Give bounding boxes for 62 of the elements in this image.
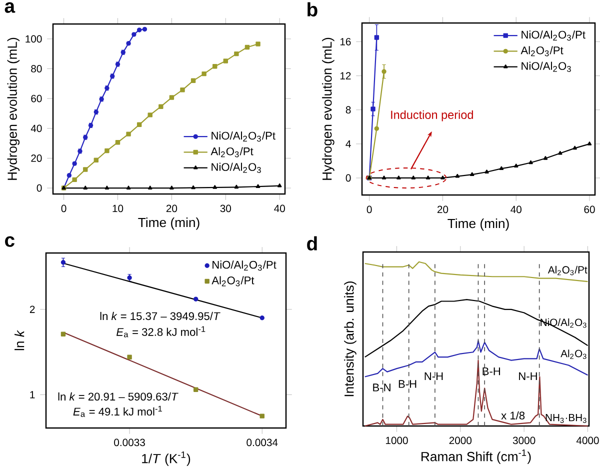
annotation: B-N <box>373 384 390 392</box>
annotation: x 1/8 <box>501 411 525 420</box>
x-tick-label: 0.0033 <box>114 438 145 446</box>
x-tick-label: 40 <box>274 204 285 212</box>
y-axis-title: ln k <box>14 330 24 350</box>
x-tick-label: 0 <box>366 206 372 214</box>
legend-label: Al$_{2}$O$_{3}$/Pt <box>520 46 564 56</box>
chart-title: a <box>4 2 16 13</box>
legend-label: Al$_{2}$O$_{3}$/Pt <box>212 276 254 286</box>
x-tick-label: 10 <box>112 204 124 212</box>
chart-title: b <box>308 2 318 17</box>
x-tick-label: 30 <box>220 204 232 212</box>
y-tick-label: 80 <box>31 65 42 72</box>
legend-label: Al$_{2}$O$_{3}$/Pt <box>210 147 254 158</box>
chart-title: c <box>5 236 14 247</box>
legend-label: NiO/Al$_{2}$O$_{3}$ <box>522 62 571 72</box>
x-tick-label: 40 <box>510 206 522 214</box>
x-tick-label: 20 <box>166 204 178 212</box>
x-tick-label: 1000 <box>386 436 408 444</box>
legend-label: NiO/Al$_{2}$O$_{3}$/Pt <box>522 30 586 41</box>
x-tick-label: 2000 <box>449 436 472 444</box>
x-tick-label: 0.0034 <box>246 438 278 446</box>
x-tick-label: 4000 <box>576 436 599 444</box>
y-axis-title: Intensity (arb. units) <box>344 282 356 396</box>
y-tick-label: 20 <box>31 154 42 162</box>
annotation: N-H <box>424 372 443 380</box>
y-tick-label: 12 <box>340 72 351 80</box>
y-axis-title: Hydrogen evolution (mL) <box>7 38 20 180</box>
x-tick-label: 20 <box>437 206 448 214</box>
y-tick-label: 2 <box>30 306 35 313</box>
x-axis-title: Raman Shift (cm$^{-1}$) <box>422 449 531 464</box>
series-label: Al$_{2}$O$_{3}$/Pt <box>548 266 588 276</box>
x-tick-label: 3000 <box>512 436 536 444</box>
series-label: NH$_{3}$·BH$_{3}$ <box>546 414 586 423</box>
y-tick-label: 0 <box>36 184 42 192</box>
y-tick-label: 100 <box>26 35 42 43</box>
chart-title: d <box>307 236 317 251</box>
x-axis-title: Time (min) <box>448 218 509 231</box>
y-tick-label: 16 <box>340 38 351 46</box>
y-axis-title: Hydrogen evolution (mL) <box>322 38 334 180</box>
annotation: E$_{a}$ = 32.8 kJ mol$^{-1}$ <box>116 326 206 338</box>
y-tick-label: 40 <box>30 124 42 132</box>
annotation: ln k = 15.37 – 3949.95/T <box>100 312 220 320</box>
annotation: ln k = 20.91 – 5909.63/T <box>58 392 178 401</box>
annotation: B-H <box>398 380 416 388</box>
y-tick-label: 4 <box>346 140 351 148</box>
annotation: E$_{a}$ = 49.1 kJ mol$^{-1}$ <box>73 406 162 417</box>
y-tick-label: 0 <box>346 174 351 182</box>
legend-label: NiO/Al$_{2}$O$_{3}$ <box>212 162 261 173</box>
y-tick-label: 1 <box>30 391 35 398</box>
x-tick-label: 60 <box>584 206 595 214</box>
x-axis-title: Time (min) <box>138 217 200 230</box>
legend-label: NiO/Al$_{2}$O$_{3}$/Pt <box>212 132 276 142</box>
x-tick-label: 0 <box>61 204 66 212</box>
x-axis-title: 1/T (K$^{-1}$) <box>142 451 190 466</box>
series-label: Al$_{2}$O$_{3}$ <box>560 350 586 359</box>
legend-label: NiO/Al$_{2}$O$_{3}$/Pt <box>212 260 276 271</box>
y-tick-label: 60 <box>31 94 42 102</box>
y-tick-label: 8 <box>346 106 351 114</box>
annotation: N-H <box>519 372 537 380</box>
annotation: Induction period <box>391 110 473 122</box>
annotation: B-H <box>482 367 500 376</box>
